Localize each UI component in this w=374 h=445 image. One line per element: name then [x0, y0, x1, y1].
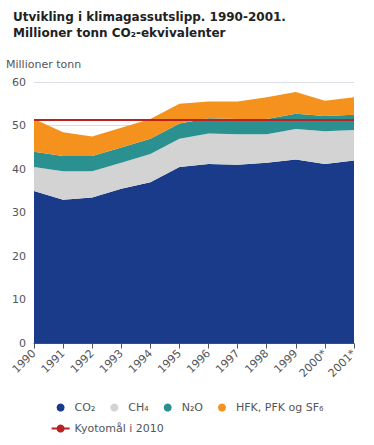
svg-text:30: 30: [12, 206, 26, 219]
svg-text:1993: 1993: [97, 347, 126, 376]
svg-text:1995: 1995: [155, 347, 184, 376]
svg-text:1992: 1992: [68, 347, 97, 376]
svg-text:1994: 1994: [126, 347, 155, 376]
svg-text:50: 50: [12, 119, 26, 132]
svg-text:2001*: 2001*: [326, 347, 359, 380]
svg-text:Millioner tonn CO₂-ekvivalente: Millioner tonn CO₂-ekvivalenter: [13, 26, 226, 40]
svg-text:1999: 1999: [271, 347, 300, 376]
svg-text:1990: 1990: [10, 347, 39, 376]
svg-text:HFK, PFK og SF₆: HFK, PFK og SF₆: [236, 401, 324, 414]
svg-text:CO₂: CO₂: [75, 401, 96, 414]
svg-text:60: 60: [12, 76, 26, 89]
svg-text:1998: 1998: [242, 347, 271, 376]
svg-text:CH₄: CH₄: [128, 401, 149, 414]
svg-text:1997: 1997: [213, 347, 242, 376]
svg-text:Utvikling i klimagassutslipp.: Utvikling i klimagassutslipp. 1990-2001.: [13, 10, 286, 24]
svg-text:40: 40: [12, 163, 26, 176]
svg-text:2000*: 2000*: [297, 347, 330, 380]
svg-text:0: 0: [19, 337, 26, 350]
svg-text:Kyotomål i 2010: Kyotomål i 2010: [75, 422, 164, 435]
svg-text:Millioner tonn: Millioner tonn: [6, 58, 81, 71]
svg-text:10: 10: [12, 293, 26, 306]
svg-text:N₂O: N₂O: [182, 401, 204, 414]
svg-text:1991: 1991: [39, 347, 68, 376]
svg-text:1996: 1996: [184, 347, 213, 376]
svg-text:20: 20: [12, 250, 26, 263]
